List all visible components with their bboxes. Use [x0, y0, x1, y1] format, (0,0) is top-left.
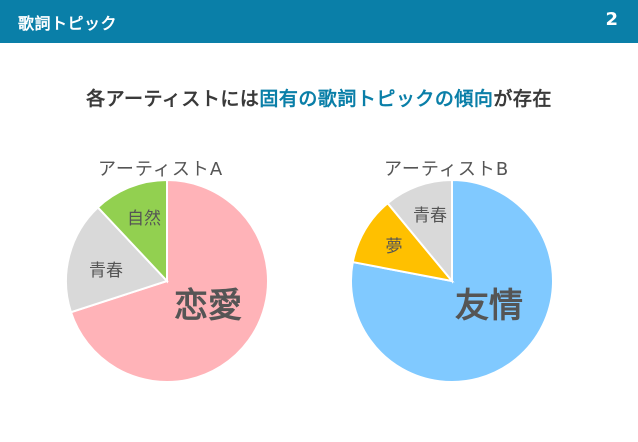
chart-a-slice-label-0: 恋愛 [174, 286, 242, 326]
chart-b-title: アーティストB [384, 159, 510, 180]
headline: 各アーティストには固有の歌詞トピックの傾向が存在 [0, 84, 638, 111]
chart-b-slice-label-2: 青春 [413, 206, 447, 226]
chart-a-slice-label-2: 自然 [127, 209, 161, 229]
chart-b-slice-2 [386, 178, 453, 284]
slide-title: 歌詞トピック [18, 14, 118, 33]
chart-b-slice-1 [351, 201, 455, 283]
chart-a-slice-2 [96, 178, 168, 284]
chart-a-title: アーティストA [98, 159, 224, 180]
slide-header: 歌詞トピック 2 [0, 0, 638, 43]
chart-a-slice-0 [69, 178, 269, 383]
chart-b-slice-label-1: 夢 [386, 237, 403, 257]
page-number: 2 [605, 9, 618, 30]
chart-b-slice-label-0: 友情 [455, 286, 523, 326]
headline-suffix: が存在 [493, 88, 552, 110]
headline-accent: 固有の歌詞トピックの傾向 [259, 88, 494, 110]
chart-a-slice-label-1: 青春 [89, 261, 123, 281]
headline-prefix: 各アーティストには [86, 88, 260, 110]
chart-a-slice-1 [65, 205, 169, 314]
